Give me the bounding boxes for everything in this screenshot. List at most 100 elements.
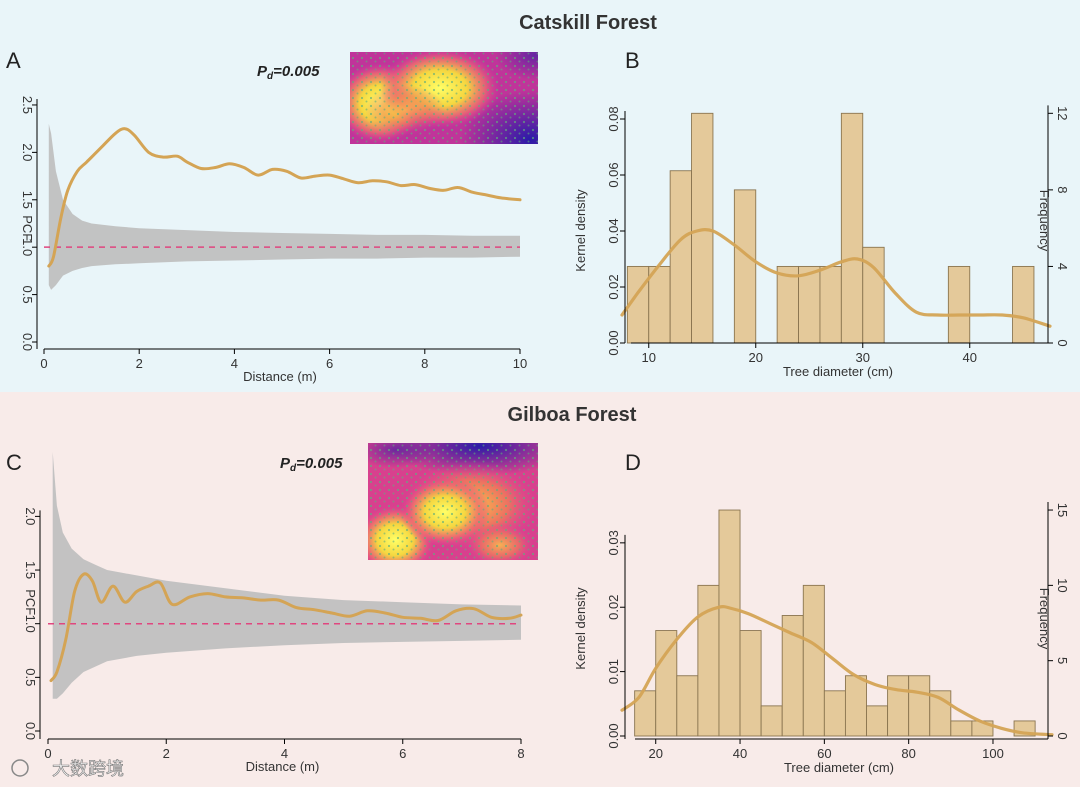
x-tick-label: 8 [421,356,428,371]
y-tick-label: 0.5 [23,668,38,686]
x-tick-label: 40 [963,350,977,365]
x-tick-label: 80 [901,746,915,761]
y2-tick-label: 5 [1055,657,1070,664]
y-tick-label: 0.03 [606,530,621,555]
histogram-bar [887,675,910,737]
watermark-logo-icon [11,759,29,777]
y-tick-label: 2.0 [23,507,38,525]
y-tick-label: 0.00 [606,723,621,748]
y2-axis-label: Frequency [1037,190,1052,252]
histogram-bar [844,675,867,737]
y-tick-label: 0.04 [606,218,621,243]
simulation-envelope [52,452,521,699]
y-tick-label: 1.0 [23,615,38,633]
top-section-title: Catskill Forest [519,12,657,34]
y2-tick-label: 4 [1055,263,1070,270]
histogram-bar [760,705,783,737]
watermark-text: 大数跨境 [52,759,124,779]
x-tick-label: 0 [44,746,51,761]
pcf-plot-a: 0 2 4 6 8 10 Distance (m) 0.0 0.5 1.0 1.5 2.0 2.5 PCF [20,96,527,384]
x-tick-label: 20 [749,350,763,365]
y-tick-label: 0.0 [23,722,38,740]
panel-label-d: D [625,450,641,475]
histogram-bar [950,720,973,737]
histogram-bar [739,630,762,737]
histogram-bar [776,265,800,344]
x-tick-label: 60 [817,746,831,761]
y-tick-label: 2.5 [20,96,35,114]
x-tick-label: 4 [281,746,288,761]
y2-axis-label: Frequency [1037,588,1052,650]
panel-label-b: B [625,48,640,73]
density-curve [620,228,1052,328]
x-tick-label: 2 [163,746,170,761]
y-tick-label: 0.02 [606,595,621,620]
x-tick-label: 10 [642,350,656,365]
heatmap-inset-a [350,52,538,144]
y-axis-label: Kernel density [573,189,588,272]
pcf-plot-c: 0 2 4 6 8 Distance (m) 0.0 0.5 1.0 1.5 2.0 PCF [23,452,525,774]
x-tick-label: 4 [231,356,238,371]
y-tick-label: 1.5 [20,191,35,209]
y-tick-label: 1.5 [23,561,38,579]
histogram-bar [733,189,757,344]
x-axis-label: Distance (m) [243,369,317,384]
histogram-bar [866,705,889,737]
y-axis-label: Kernel density [573,587,588,670]
y2-tick-label: 8 [1055,186,1070,193]
heatmap-inset-c [368,443,538,560]
histogram-bar [648,265,671,344]
y-tick-label: 0.00 [606,330,621,355]
panel-label-a: A [6,48,21,73]
histogram-bar [823,690,846,737]
x-tick-label: 6 [326,356,333,371]
y2-tick-label: 0 [1055,339,1070,346]
density-curve [620,605,1054,737]
histogram-bar [947,265,971,344]
y2-tick-label: 15 [1055,503,1070,517]
pd-annotation-c: Pd=0.005 [280,455,343,474]
x-tick-label: 2 [136,356,143,371]
y2-tick-label: 12 [1055,106,1070,120]
x-axis-label: Tree diameter (cm) [783,364,893,379]
histogram-bar [655,630,678,737]
y2-tick-label: 0 [1055,732,1070,739]
y-tick-label: 0.5 [20,286,35,304]
x-tick-label: 8 [517,746,524,761]
y-tick-label: 0.02 [606,274,621,299]
simulation-envelope [48,123,521,290]
y-tick-label: 2.0 [20,143,35,161]
pd-annotation-a: Pd=0.005 [257,63,320,82]
top-section-background [0,0,1080,392]
pcf-curve [47,127,522,268]
x-tick-label: 100 [982,746,1004,761]
histogram-bar [1012,265,1035,344]
panel-label-c: C [6,450,22,475]
x-tick-label: 40 [733,746,747,761]
y-tick-label: 0.06 [606,162,621,187]
x-tick-label: 30 [856,350,870,365]
y-tick-label: 0.08 [606,106,621,131]
histogram-bar [840,112,864,344]
watermark: 大数跨境 [11,759,124,779]
pcf-curve [49,572,523,683]
histogram-bar [819,265,842,344]
x-axis-label: Tree diameter (cm) [784,760,894,775]
histogram-bar [718,509,741,737]
histogram-bar [802,584,825,737]
y-axis-label: PCF [20,215,35,241]
x-tick-label: 0 [40,356,47,371]
histogram-bar [669,170,693,344]
histogram-bar [908,675,931,737]
y-axis-label: PCF [23,589,38,615]
x-tick-label: 6 [399,746,406,761]
y-tick-label: 1.0 [20,238,35,256]
x-tick-label: 20 [648,746,662,761]
x-axis-label: Distance (m) [246,759,320,774]
histogram-bar [691,112,714,344]
histogram-bar [676,675,699,737]
x-tick-label: 10 [513,356,527,371]
